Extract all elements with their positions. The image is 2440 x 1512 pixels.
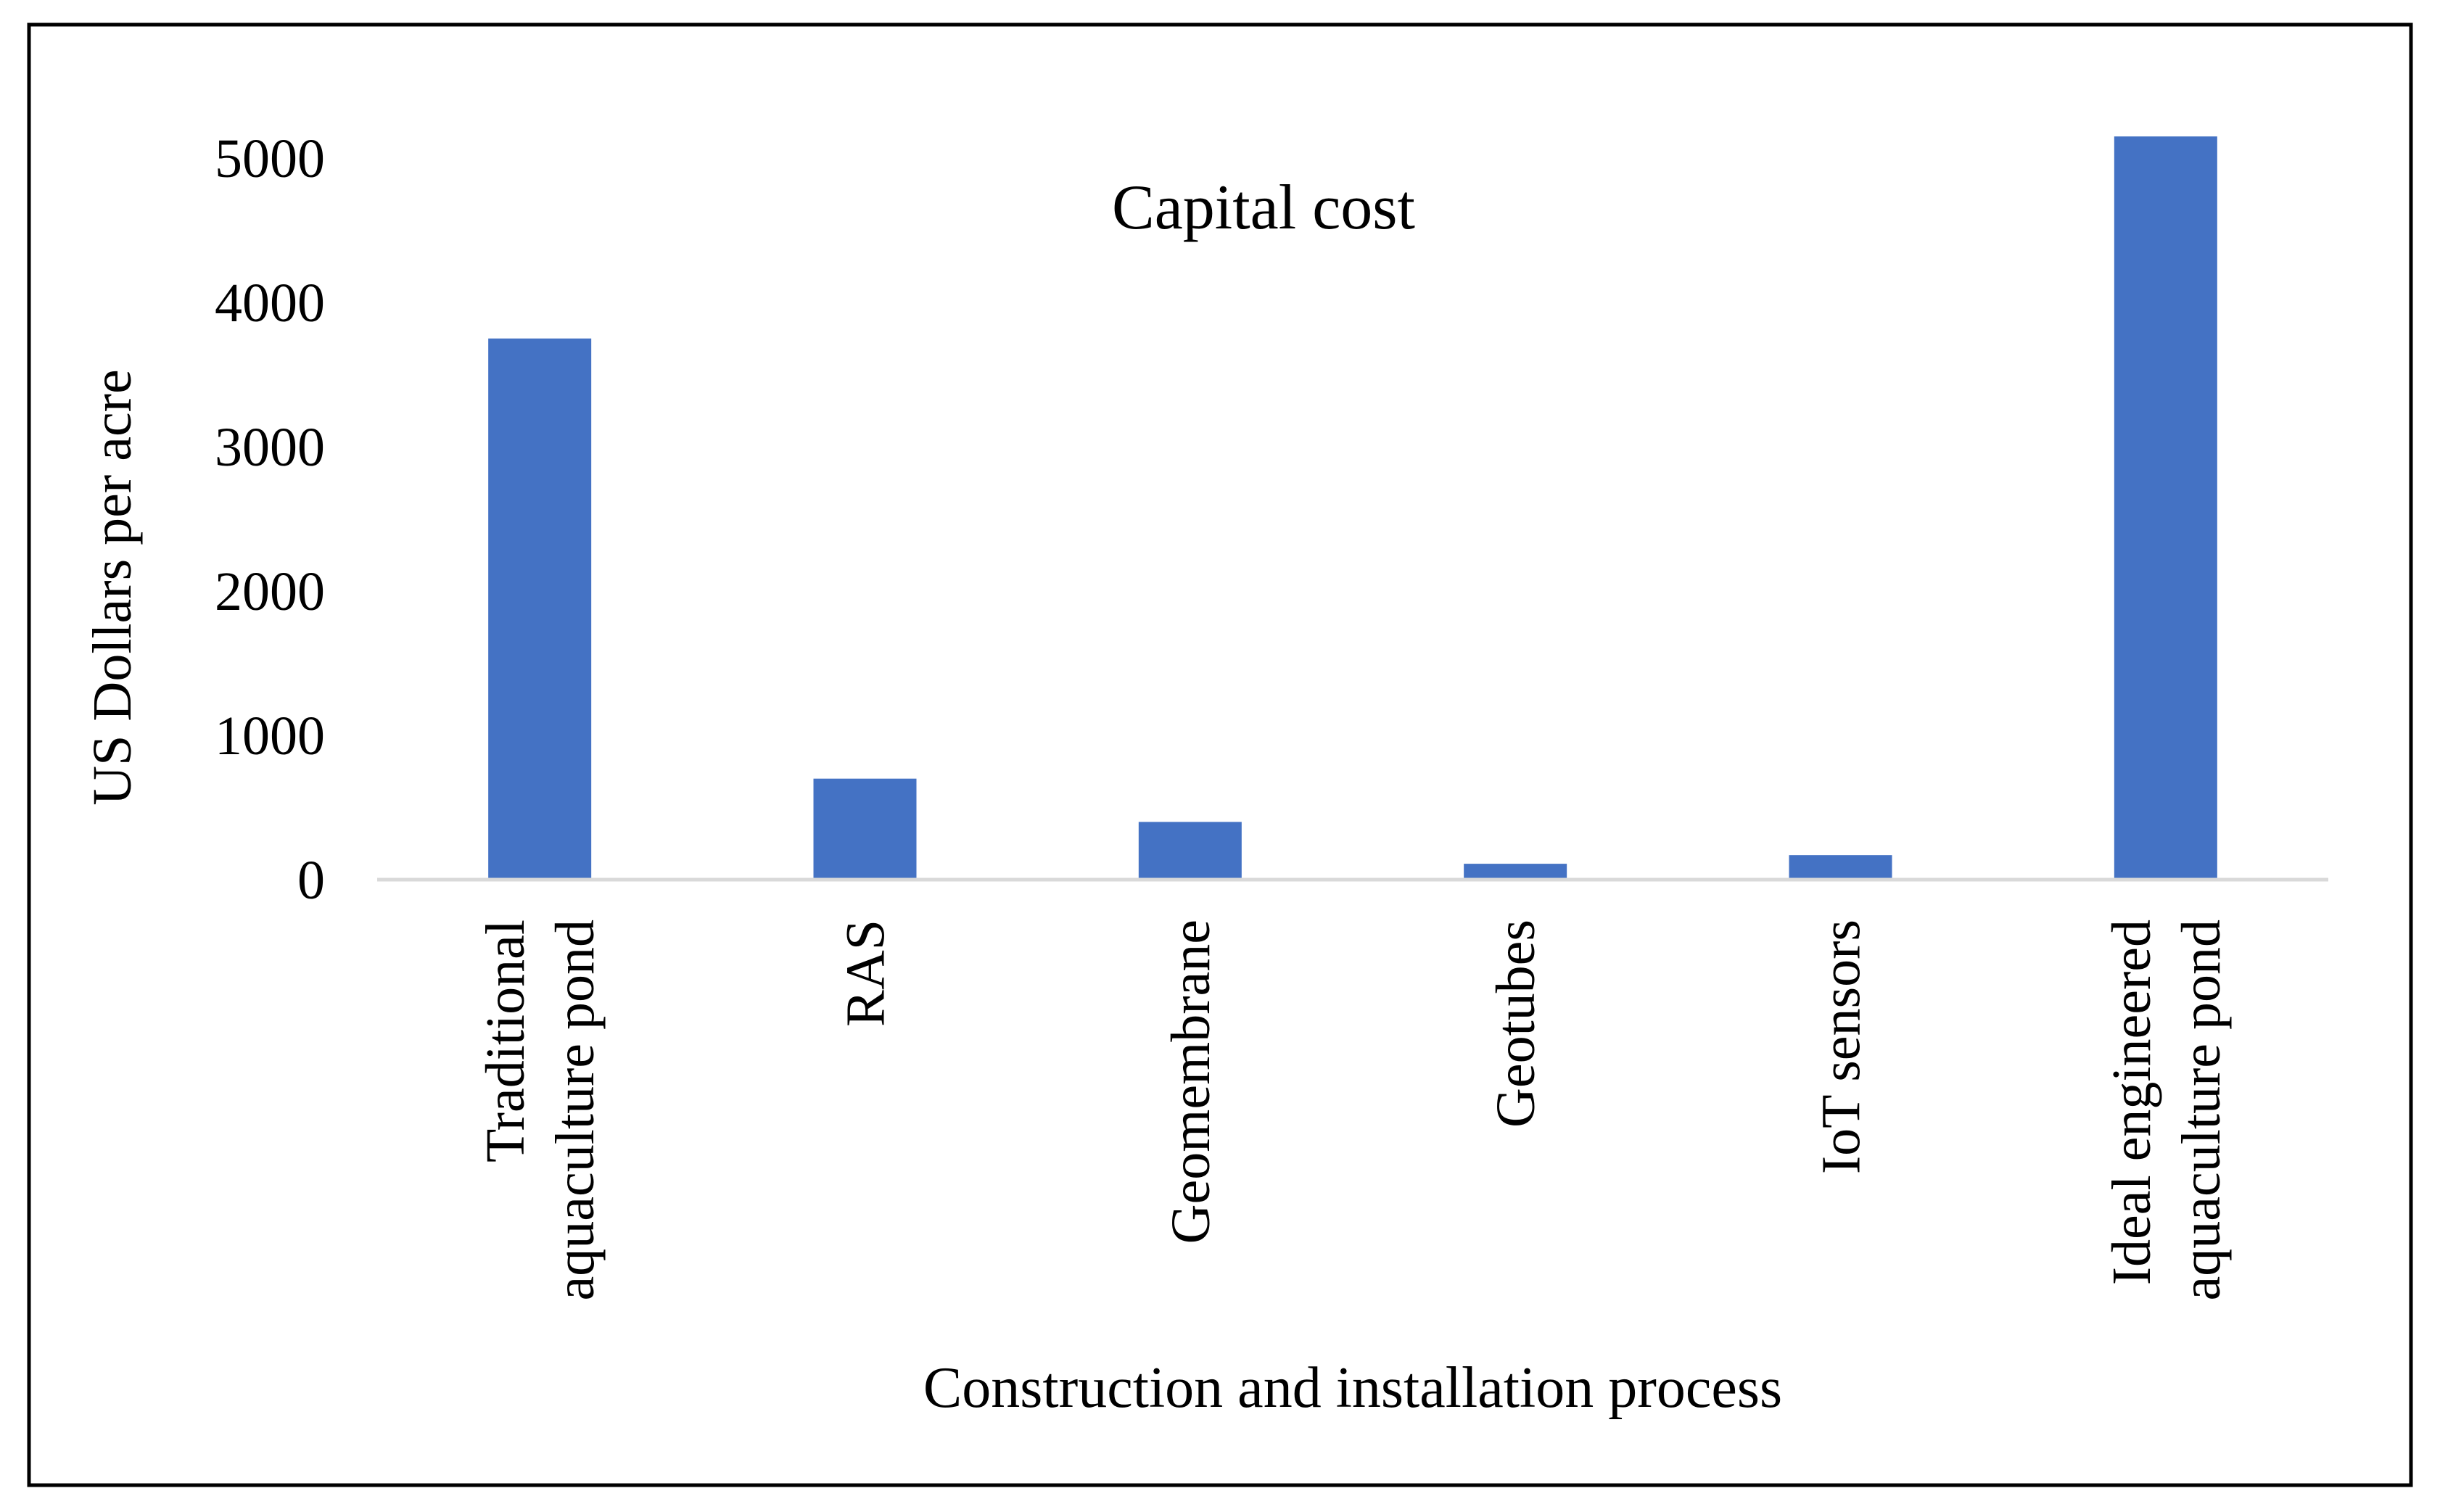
x-tick-label-group: RAS	[836, 920, 897, 1027]
bar-2	[1138, 822, 1242, 880]
x-axis-labels: Traditional aquaculture pond RAS Geomembran…	[475, 920, 2232, 1300]
x-tick-label: Geomembrane	[1161, 920, 1221, 1244]
x-tick-label: IoT sensors	[1811, 920, 1872, 1174]
chart-frame	[27, 22, 2413, 1487]
y-axis-label: US Dollars per acre	[82, 369, 143, 805]
y-axis-ticks: 0 1000 2000 3000 4000 5000	[215, 128, 325, 911]
y-tick-label: 0	[297, 850, 325, 911]
x-tick-label-group: Geotubes	[1485, 920, 1546, 1128]
y-tick-label: 1000	[215, 706, 325, 767]
x-tick-label-group: Traditional aquaculture pond	[475, 920, 606, 1300]
x-tick-label: aquaculture pond	[2171, 920, 2232, 1300]
y-tick-label: 4000	[215, 273, 325, 334]
x-tick-label: Traditional	[475, 920, 536, 1162]
x-tick-label-group: IoT sensors	[1811, 920, 1872, 1174]
x-tick-label: Geotubes	[1485, 920, 1546, 1128]
bar-0	[488, 338, 592, 880]
x-axis-label: Construction and installation process	[923, 1356, 1782, 1420]
chart-title: Capital cost	[1112, 173, 1415, 243]
x-tick-label: RAS	[836, 920, 897, 1027]
y-tick-label: 5000	[215, 128, 325, 189]
x-tick-label-group: Geomembrane	[1161, 920, 1221, 1244]
x-tick-label: aquaculture pond	[545, 920, 606, 1300]
y-tick-label: 3000	[215, 417, 325, 478]
x-tick-label-group: Ideal engineered aquaculture pond	[2101, 920, 2232, 1300]
bar-5	[2114, 136, 2217, 880]
bar-1	[813, 778, 917, 880]
bars-group	[488, 136, 2217, 880]
bar-3	[1464, 864, 1567, 880]
x-tick-label: Ideal engineered	[2101, 920, 2162, 1285]
bar-4	[1789, 855, 1892, 880]
y-tick-label: 2000	[215, 561, 325, 622]
